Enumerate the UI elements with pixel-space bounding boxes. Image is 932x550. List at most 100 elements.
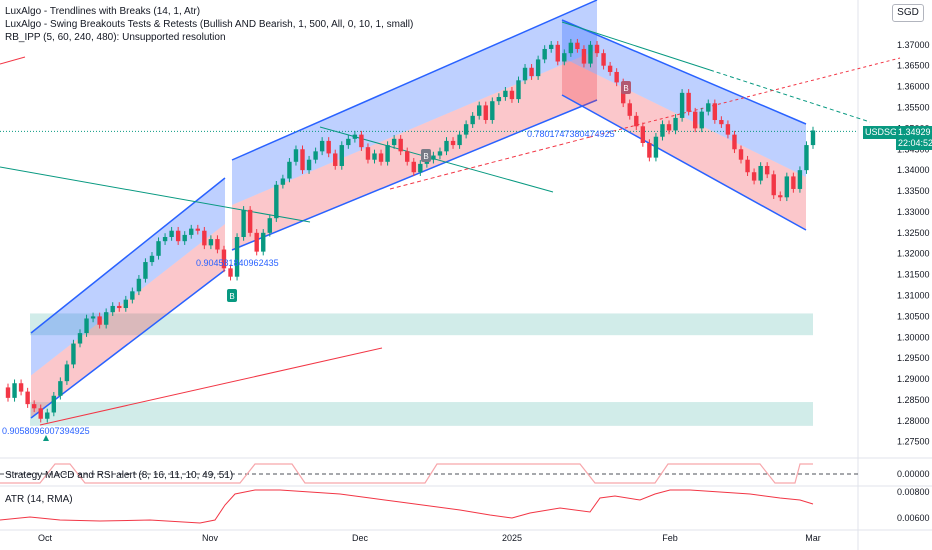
candle-body (228, 268, 233, 277)
candle-down (254, 229, 259, 256)
strategy-pane: 0.00000 (0, 457, 932, 484)
y-tick-label: 1.32000 (897, 249, 930, 259)
y-tick-label: 1.36500 (897, 61, 930, 71)
candle-down (38, 404, 43, 423)
candle-down (221, 245, 227, 273)
candle-body (64, 364, 70, 382)
candle-up (437, 147, 443, 160)
currency-button[interactable]: SGD (892, 4, 924, 22)
x-tick-label: Oct (38, 533, 53, 543)
candle-up (339, 141, 344, 170)
signal-badge (227, 289, 237, 302)
candle-up (306, 155, 312, 174)
y-tick-label: 1.30000 (897, 332, 930, 342)
candle-body (58, 381, 63, 396)
candle-down (215, 235, 220, 254)
candle-body (751, 172, 757, 181)
candle-up (470, 112, 475, 128)
candle-up (274, 181, 279, 222)
candle-down (634, 112, 639, 131)
candle-down (228, 264, 233, 281)
candle-body (673, 117, 678, 131)
candle-body (77, 333, 83, 344)
candle-down (117, 302, 122, 312)
candle-body (457, 134, 462, 146)
indicator-legend-rbipp[interactable]: RB_IPP (5, 60, 240, 480): Unsupported re… (5, 32, 226, 43)
candle-body (45, 412, 50, 419)
y-tick-label: 1.33500 (897, 186, 930, 196)
candle-body (12, 383, 17, 398)
indicator-legend-trendlines[interactable]: LuxAlgo - Trendlines with Breaks (14, 1,… (5, 6, 201, 17)
candle-up (293, 145, 299, 166)
candle-down (378, 149, 384, 166)
candle-down (359, 130, 364, 151)
signal-badge-letter: B (623, 84, 628, 93)
candle-down (509, 87, 515, 103)
support-line-3 (589, 57, 901, 138)
candle-body (516, 80, 521, 100)
candle-body (542, 48, 547, 60)
atr-pane: 0.00800 0.00600 (0, 485, 932, 531)
candle-body (418, 163, 423, 173)
candle-down (581, 45, 587, 68)
candle-body (738, 149, 744, 160)
channel-1-bottom-line (30, 269, 226, 419)
candle-up (653, 132, 659, 162)
candle-up (123, 295, 129, 312)
candle-body (234, 237, 240, 277)
candle-down (555, 41, 560, 66)
atr-pane-title[interactable]: ATR (14, RMA) (5, 494, 73, 505)
candle-down (732, 130, 737, 154)
zone-layer (30, 313, 813, 426)
candle-body (18, 383, 24, 392)
candle-up (280, 174, 286, 189)
candle-body (535, 59, 541, 77)
candle-down (647, 139, 652, 162)
candle-up (261, 229, 266, 256)
candle-body (378, 153, 384, 162)
candle-down (405, 147, 410, 166)
candle-up (562, 49, 567, 66)
strategy-pane-title[interactable]: Strategy MACD and RSI alert (8, 16, 11, … (5, 470, 234, 481)
channel-3-top-line (561, 19, 807, 125)
candle-body (686, 92, 691, 112)
x-tick-label: Dec (352, 533, 369, 543)
candle-body (607, 65, 613, 72)
candle-down (175, 226, 181, 245)
y-tick-label: 1.33000 (897, 207, 930, 217)
candle-up (319, 137, 325, 156)
y-tick-label: 1.31500 (897, 270, 930, 280)
candle-body (496, 97, 502, 102)
candle-down (594, 41, 600, 57)
candle-down (411, 158, 416, 176)
candle-up (84, 314, 89, 337)
candle-up (496, 93, 502, 105)
indicator-legend-swing[interactable]: LuxAlgo - Swing Breakouts Tests & Retest… (5, 19, 414, 30)
candle-body (810, 130, 816, 146)
candle-down (771, 170, 776, 199)
y-tick-label: 1.35500 (897, 102, 930, 112)
candle-body (333, 153, 338, 166)
channel-2-upper-fill (232, 0, 597, 205)
candle-up (103, 308, 109, 329)
candle-body (431, 155, 436, 160)
channel-1-lower-fill (31, 224, 225, 418)
signal-badge-letter: B (229, 292, 234, 301)
candle-body (764, 165, 770, 175)
candle-up (549, 41, 554, 53)
candle-body (287, 161, 292, 179)
channel-layer (0, 0, 901, 426)
x-tick-label: Feb (662, 533, 678, 543)
candle-up (372, 149, 377, 164)
candle-up (182, 231, 187, 245)
x-tick-label: Nov (202, 533, 219, 543)
candle-down (686, 89, 691, 116)
candle-body (666, 124, 672, 131)
candle-down (365, 143, 371, 164)
candle-body (549, 44, 554, 49)
candle-body (117, 305, 122, 309)
symbol-tag: USDSGD (863, 126, 904, 139)
candle-up (542, 45, 547, 64)
candle-body (5, 387, 11, 398)
